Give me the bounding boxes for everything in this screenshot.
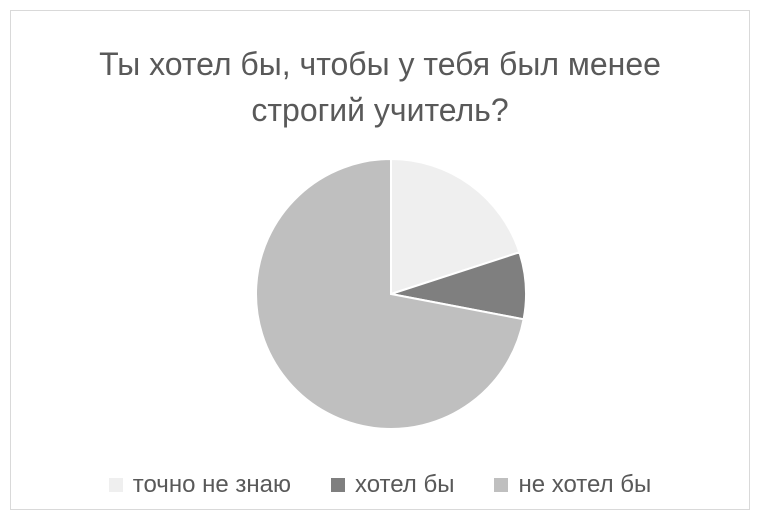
legend-item-not-sure: точно не знаю [108,471,291,499]
pie-chart [255,157,527,430]
pie-slice-not-sure [390,157,521,296]
legend-label-would-like: хотел бы [354,471,455,498]
legend-swatch-would-like [330,478,345,492]
chart-frame: Ты хотел бы, чтобы у тебя был менее стро… [10,10,750,510]
legend-swatch-not-sure [108,478,123,492]
legend-item-would-not-like: не хотел бы [494,471,651,499]
legend-label-not-sure: точно не знаю [132,471,291,498]
legend: точно не знаю хотел бы не хотел бы [11,471,749,499]
chart-title-line-1: Ты хотел бы, чтобы у тебя был менее [99,46,661,82]
chart-title-line-2: строгий учитель? [251,92,509,128]
chart-title: Ты хотел бы, чтобы у тебя был менее стро… [11,41,749,133]
legend-swatch-would-not-like [494,478,509,492]
pie-slice-would-not-like [255,157,525,430]
legend-label-would-not-like: не хотел бы [518,471,652,498]
legend-item-would-like: хотел бы [330,471,455,499]
pie-slices [255,157,527,430]
